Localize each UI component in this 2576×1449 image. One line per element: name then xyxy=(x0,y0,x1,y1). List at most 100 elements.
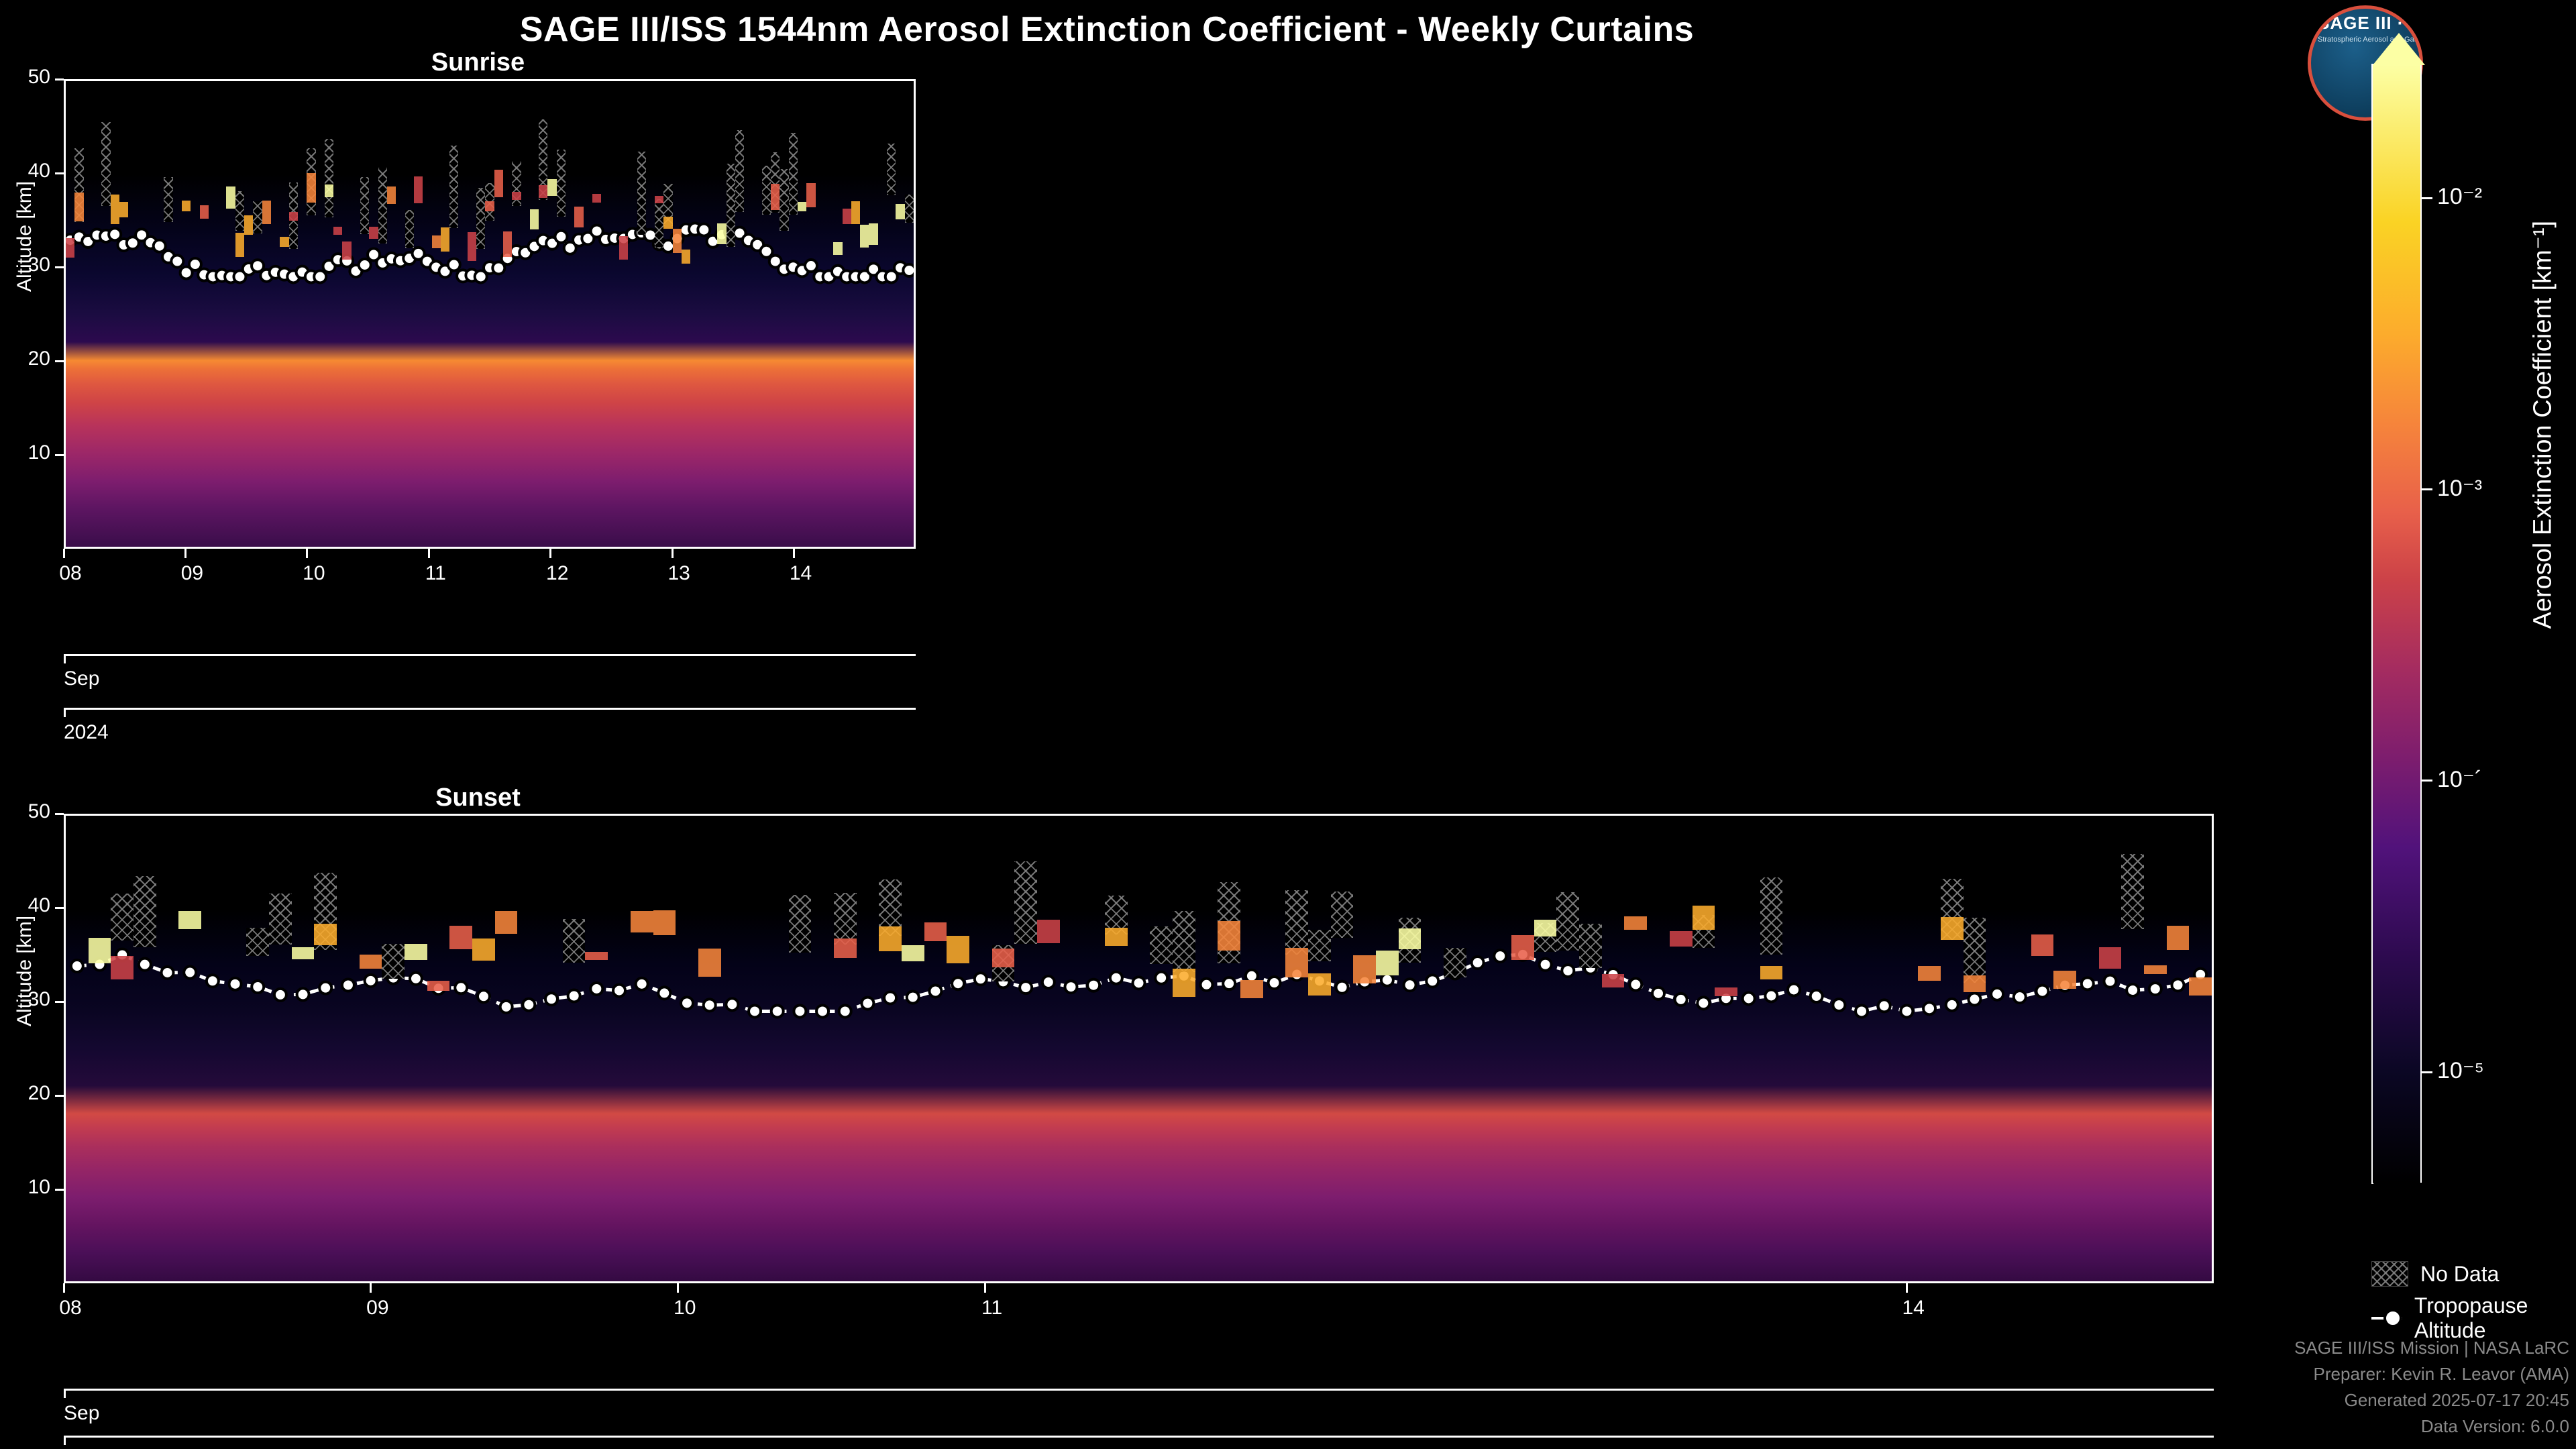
page-title: SAGE III/ISS 1544nm Aerosol Extinction C… xyxy=(0,9,2214,50)
sunset-hatch-layer-band-10 xyxy=(292,947,315,959)
sunrise-hatch-layer-band-24 xyxy=(280,237,288,247)
sunset-hatch-layer-band-28 xyxy=(698,949,721,977)
sunrise-hatch-layer-band-22 xyxy=(262,201,271,224)
sunset-hatch-layer-band-51 xyxy=(1218,921,1240,951)
sunrise-hatch-layer-band-15 xyxy=(200,205,209,219)
sunrise-hatch-layer-band-34 xyxy=(369,227,378,239)
sunrise-heatmap[interactable] xyxy=(64,79,916,549)
sunrise-yticks-label-20: 20 xyxy=(13,347,50,370)
sunset-hatch-layer-cell-2 xyxy=(111,894,133,941)
sunrise-hatch-layer-cell-4 xyxy=(101,122,110,206)
sunset-hatch-layer-band-84 xyxy=(1964,975,1986,992)
sunrise-hatch-layer-cell-19 xyxy=(235,191,244,231)
sunset-hatch-layer-band-87 xyxy=(2031,934,2054,956)
sunset-xticks-tickmark-08 xyxy=(63,1283,65,1293)
sunset-hatch-layer-band-49 xyxy=(1173,969,1195,997)
sunrise-hatch-layer-band-68 xyxy=(673,229,682,252)
sunset-hatch-layer-cell-66 xyxy=(1556,892,1579,951)
sunrise-xticks-xlabel-14: 14 xyxy=(781,562,821,585)
sunset-hatch-layer-band-16 xyxy=(427,981,450,991)
sunrise-hatch-layer-band-73 xyxy=(717,223,726,244)
logo-main-text: SAGE III · ISS xyxy=(2318,13,2423,34)
sunrise-xticks-xlabel-08: 08 xyxy=(50,562,91,585)
sunset-hatch-layer-band-25 xyxy=(631,911,653,933)
sunset-hatch-layer-cell-49 xyxy=(1173,911,1195,972)
sunrise-hatch-layer-cell-38 xyxy=(405,210,414,248)
sunrise-month-label: Sep xyxy=(64,667,99,690)
sunrise-yticks-tick-40 xyxy=(55,172,64,174)
sunset-hatch-layer-band-71 xyxy=(1670,931,1693,947)
sunrise-hatch-layer-band-48 xyxy=(494,170,503,197)
sunset-hatch-layer-band-64 xyxy=(1511,935,1534,960)
sunrise-hatch-layer-cell-64 xyxy=(637,152,646,235)
sunrise-hatch-layer-band-31 xyxy=(342,241,351,260)
sunset-hatch-layer-band-52 xyxy=(1240,980,1263,998)
mission-logo: SAGE III · ISS Stratospheric Aerosol and… xyxy=(2308,5,2563,121)
sunrise-hatch-layer-band-82 xyxy=(798,202,806,211)
sunset-hatch-layer-band-69 xyxy=(1624,916,1647,930)
credit-line-1: SAGE III/ISS Mission | NASA LaRC xyxy=(2214,1335,2569,1361)
sunset-hatch-layer-cell-42 xyxy=(1014,861,1037,944)
sunrise-hatch-layer-band-67 xyxy=(663,217,672,229)
sunrise-yticks-label-10: 10 xyxy=(13,441,50,464)
sunset-hatch-layer-band-68 xyxy=(1602,974,1625,987)
colorbar-arrow-bottom xyxy=(2373,1183,2425,1215)
sunset-hatch-layer-band-17 xyxy=(449,926,472,949)
sunrise-yticks-label-40: 40 xyxy=(13,160,50,182)
sunset-hatch-layer-band-57 xyxy=(1353,955,1376,983)
sunset-xticks-tickmark-09 xyxy=(370,1283,372,1293)
sunrise-year-label: 2024 xyxy=(64,721,109,744)
sunset-yticks-label-40: 40 xyxy=(13,894,50,917)
sunset-yticks-label-30: 30 xyxy=(13,988,50,1011)
sunset-xticks-xlabel-11: 11 xyxy=(972,1297,1012,1320)
sunrise-yticks-tick-20 xyxy=(55,360,64,362)
sunset-xticks-xlabel-08: 08 xyxy=(50,1297,91,1320)
colorbar[interactable]: 10⁻² 10⁻³ 10⁻´ 10⁻⁵ Aerosol Extinction Coef… xyxy=(2371,64,2435,1184)
sunrise-hatch-layer-cell-74 xyxy=(727,164,735,247)
sunset-hatch-layer-band-37 xyxy=(902,945,924,961)
sunrise-xticks-tickmark-10 xyxy=(306,549,308,558)
sunset-hatch-layer-band-19 xyxy=(495,911,518,933)
sunset-hatch-layer-cell-75 xyxy=(1760,877,1783,955)
sunset-hatch-layer-band-1 xyxy=(89,938,111,964)
sunset-hatch-layer-band-94 xyxy=(2189,977,2212,996)
colorbar-tick-2 xyxy=(2422,780,2432,782)
sunset-hatch-layer-band-88 xyxy=(2053,971,2076,989)
sunrise-hatch-layer-band-93 xyxy=(896,204,904,219)
sunrise-xticks-tickmark-12 xyxy=(549,549,551,558)
sunset-hatch-layer-cell-34 xyxy=(834,893,857,945)
sunset-hatch-layer-band-34 xyxy=(834,938,857,959)
dashboard-root: SAGE III/ISS 1544nm Aerosol Extinction C… xyxy=(0,0,2576,1449)
credit-line-2: Preparer: Kevin R. Leavor (AMA) xyxy=(2214,1361,2569,1387)
sunset-hatch-layer-band-18 xyxy=(472,938,495,961)
colorbar-tick-3 xyxy=(2422,1071,2432,1073)
sunrise-hatch-layer-band-89 xyxy=(860,225,869,248)
sunrise-hatch-layer-band-1 xyxy=(74,193,83,221)
sunrise-hatch-layer-band-88 xyxy=(851,201,860,224)
sunrise-hatch-layer-band-42 xyxy=(441,227,449,252)
sunrise-xticks-tickmark-11 xyxy=(428,549,430,558)
sunrise-hatch-layer-band-27 xyxy=(307,173,315,203)
sunrise-hatch-layer-cell-46 xyxy=(476,188,485,249)
sunrise-month-tick-2 xyxy=(64,708,66,717)
sunrise-xticks-xlabel-11: 11 xyxy=(415,562,455,585)
sunrise-xticks-xlabel-09: 09 xyxy=(172,562,212,585)
sunset-hatch-layer-cell-67 xyxy=(1579,924,1602,968)
sunrise-yticks-label-30: 30 xyxy=(13,254,50,276)
sunset-hatch-layer-cell-61 xyxy=(1444,948,1466,977)
sunrise-hatch-layer-cell-75 xyxy=(735,130,744,212)
sunset-yticks-label-50: 50 xyxy=(13,800,50,823)
sunset-heatmap[interactable] xyxy=(64,814,2214,1283)
sunset-month-axis-line-2 xyxy=(64,1436,2214,1438)
sunset-nodata-overlay xyxy=(66,816,2212,1281)
sunrise-hatch-layer-band-66 xyxy=(655,196,663,203)
sunset-month-tick-2 xyxy=(64,1436,66,1445)
sunrise-xticks-tickmark-13 xyxy=(672,549,674,558)
sunset-hatch-layer-band-11 xyxy=(314,924,337,945)
sunset-yticks-tick-50 xyxy=(55,813,64,815)
sunrise-hatch-layer-band-29 xyxy=(325,184,333,197)
sunset-hatch-layer-band-5 xyxy=(178,911,201,928)
sunrise-hatch-layer-band-87 xyxy=(843,209,851,224)
nodata-swatch-icon xyxy=(2371,1261,2408,1287)
sunrise-hatch-layer-band-19 xyxy=(235,233,244,257)
